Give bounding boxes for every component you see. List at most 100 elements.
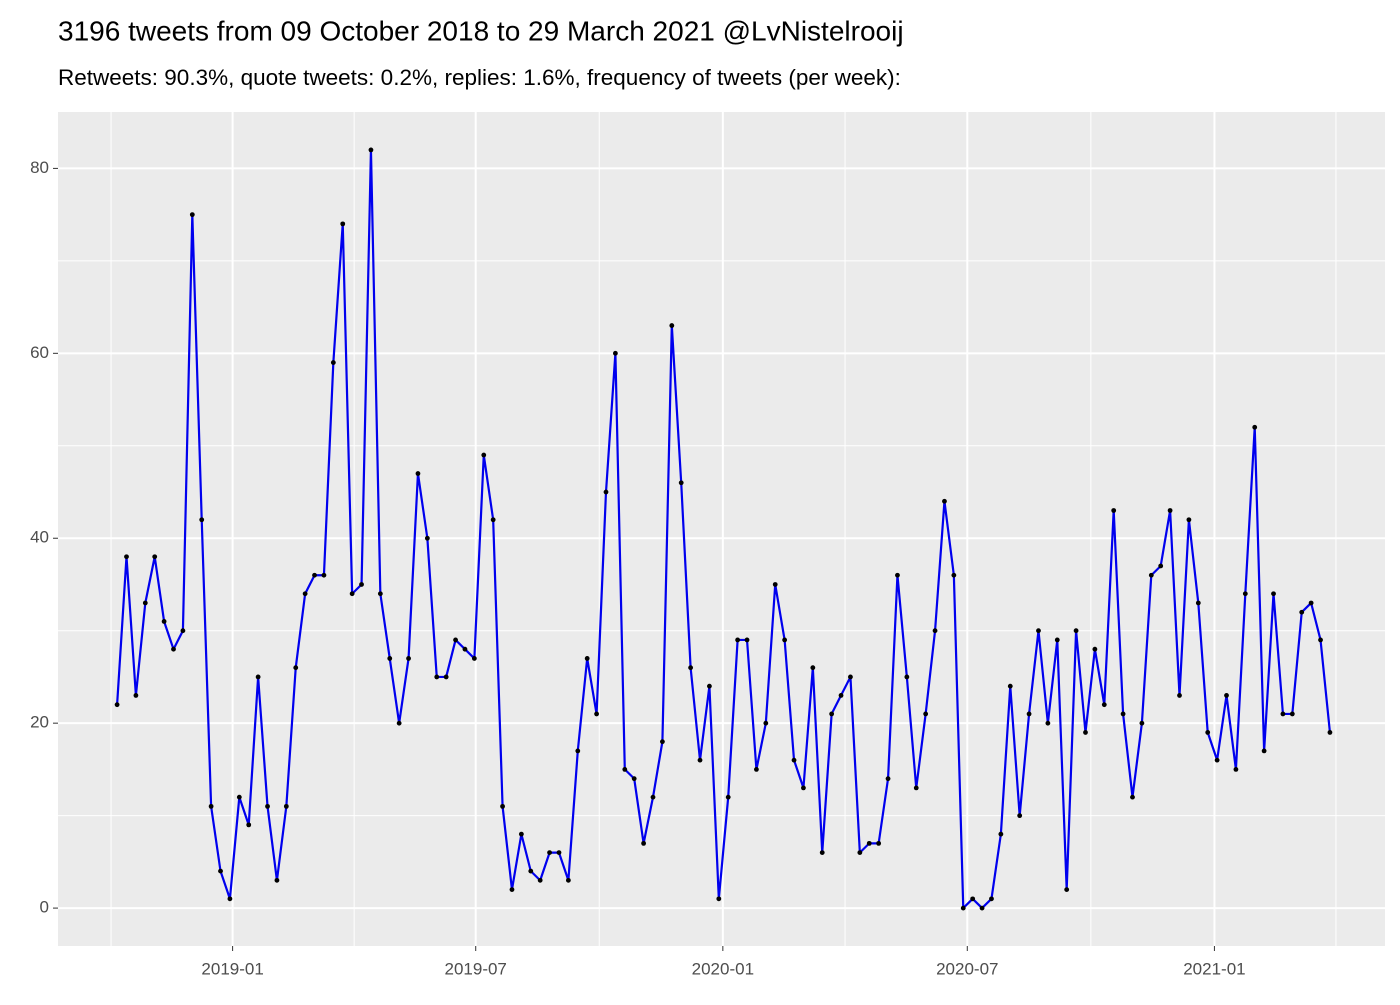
point [1036,628,1041,634]
point [1242,591,1248,597]
point [462,646,468,652]
point [1026,711,1032,717]
point [302,591,308,597]
point [1083,730,1088,735]
point [1252,424,1258,430]
point [547,850,552,856]
point [1233,766,1239,772]
point [1308,600,1314,606]
point [1130,794,1135,800]
point [791,757,797,763]
point [603,489,609,495]
point [1280,711,1286,717]
point [650,794,656,800]
point [368,147,374,153]
point [406,656,411,661]
point [377,591,383,597]
point [349,591,355,597]
point [1120,711,1126,717]
point [236,794,242,800]
point [180,628,186,634]
point [932,628,938,634]
point [857,850,863,856]
point [537,877,543,883]
point [819,850,825,856]
point [942,498,947,504]
point [622,766,628,772]
point [1186,517,1192,523]
point [124,554,129,560]
point [1167,508,1173,513]
point [744,637,750,643]
point [283,803,289,809]
point [876,840,882,846]
line [115,148,1332,910]
y-tick-label: 0 [40,898,49,917]
point [829,711,835,717]
point [114,702,120,708]
point [509,887,515,892]
point [885,776,891,782]
x-tick-label: 2019-01 [201,959,263,978]
point [142,600,148,606]
point [989,896,994,902]
point [782,637,788,643]
point [490,517,496,523]
point [330,360,336,365]
point [584,656,590,661]
point [1214,757,1220,763]
point [246,822,252,828]
point [321,572,327,578]
point [340,221,346,227]
point [678,480,684,486]
point [1148,572,1154,578]
point [631,776,637,782]
x-tick-label: 2019-07 [445,959,507,978]
point [575,748,581,754]
point [189,212,195,218]
x-tick-label: 2020-01 [692,959,754,978]
point [735,637,741,643]
point [218,868,223,874]
point [1017,813,1023,819]
point [697,757,703,763]
point [848,674,853,680]
point [133,693,139,698]
point [1158,563,1164,569]
point [387,656,393,661]
point [471,656,477,661]
point [528,868,534,874]
point [1111,508,1117,513]
y-tick-label: 80 [30,158,49,177]
point [1195,600,1201,606]
point [152,554,158,560]
point [895,572,900,578]
point [594,711,599,717]
plot-panel [58,112,1385,946]
point [161,619,167,624]
point [171,646,176,652]
point [1318,637,1323,643]
point [481,452,487,458]
point [801,785,806,791]
point [951,572,957,578]
y-tick-label: 20 [30,713,49,732]
point [979,905,985,911]
point [1327,730,1333,735]
point [641,840,646,846]
point [443,674,449,680]
point [904,674,910,680]
point [396,720,402,726]
point [500,803,505,809]
y-tick-label: 40 [30,528,49,547]
point [434,674,440,680]
point [1299,609,1305,615]
chart-title: 3196 tweets from 09 October 2018 to 29 M… [58,15,904,46]
point [1224,693,1229,698]
point [669,323,675,328]
point [960,905,966,911]
point [810,665,816,671]
point [1007,683,1013,689]
point [265,803,270,809]
